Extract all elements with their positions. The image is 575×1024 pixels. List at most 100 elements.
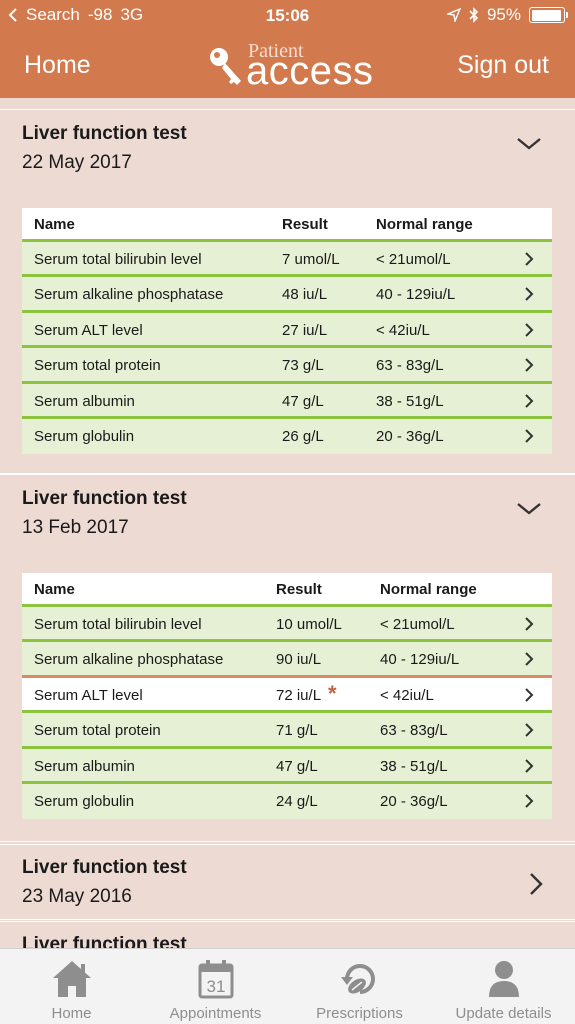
tab-update-details[interactable]: Update details	[432, 949, 575, 1024]
chevron-right-icon	[525, 652, 534, 667]
row-range: 40 - 129iu/L	[380, 651, 460, 669]
row-result: 48 iu/L	[282, 286, 328, 304]
row-name: Serum total protein	[34, 722, 161, 740]
status-carrier[interactable]: Search	[26, 5, 80, 24]
row-name: Serum globulin	[34, 427, 135, 445]
row-name: Serum globulin	[34, 792, 135, 810]
table-row[interactable]: Serum total bilirubin level 10 umol/L < …	[22, 607, 552, 643]
tab-appointments[interactable]: 31 Appointments	[144, 949, 287, 1024]
row-result: 7 umol/L	[282, 251, 340, 268]
chevron-right-icon	[525, 723, 534, 737]
section-date: 22 May 2017	[22, 152, 132, 173]
table-header: Name Result Normal range	[22, 573, 552, 607]
results-table: Name Result Normal range Serum total bil…	[22, 208, 552, 455]
result-section: Liver function test 22 May 2017 Name Res…	[0, 109, 575, 474]
table-row[interactable]: Serum total protein 73 g/L 63 - 83g/L	[22, 348, 552, 384]
table-row[interactable]: Serum total bilirubin level 7 umol/L < 2…	[22, 242, 552, 278]
chevron-down-icon[interactable]	[516, 137, 542, 151]
sign-out-button[interactable]: Sign out	[457, 51, 549, 79]
row-range: < 42iu/L	[376, 321, 430, 339]
result-section-collapsed[interactable]: Liver function test	[0, 921, 575, 948]
chevron-right-icon	[525, 393, 534, 408]
row-name: Serum ALT level	[34, 321, 143, 339]
patient-access-logo: Patient access	[208, 38, 378, 94]
col-range: Normal range	[380, 581, 477, 598]
row-name: Serum alkaline phosphatase	[34, 286, 224, 304]
tab-label: Appointments	[169, 1005, 262, 1022]
prescription-refresh-icon	[340, 964, 375, 994]
chevron-right-icon	[525, 758, 534, 773]
table-row[interactable]: Serum total protein 71 g/L 63 - 83g/L	[22, 713, 552, 749]
nav-bar: Home Patient access Sign out	[0, 32, 575, 98]
chevron-right-icon	[525, 252, 534, 266]
row-result: 90 iu/L	[276, 651, 322, 669]
row-name: Serum ALT level	[34, 686, 143, 704]
status-network: 3G	[120, 5, 144, 24]
row-range: < 42iu/L	[380, 686, 434, 704]
row-result: 26 g/L	[282, 427, 324, 445]
key-icon	[210, 48, 241, 85]
table-row[interactable]: Serum globulin 24 g/L 20 - 36g/L	[22, 783, 552, 820]
section-title: Liver function test	[22, 488, 187, 509]
results-list[interactable]: Liver function test 22 May 2017 Name Res…	[0, 98, 575, 948]
table-row[interactable]: Serum ALT level 27 iu/L < 42iu/L	[22, 312, 552, 349]
row-range: 20 - 36g/L	[376, 427, 444, 445]
chevron-down-icon[interactable]	[516, 502, 542, 516]
abnormal-flag: *	[328, 680, 337, 706]
row-range: 63 - 83g/L	[380, 722, 448, 740]
chevron-right-icon	[525, 688, 534, 702]
row-range: 38 - 51g/L	[380, 757, 448, 775]
table-row[interactable]: Serum albumin 47 g/L 38 - 51g/L	[22, 383, 552, 419]
col-result: Result	[276, 581, 322, 598]
calendar-icon: 31	[198, 960, 233, 999]
table-row[interactable]: Serum alkaline phosphatase 90 iu/L 40 - …	[22, 642, 552, 678]
chevron-right-icon	[525, 323, 534, 337]
status-left: Search -98 3G	[8, 5, 143, 25]
row-name: Serum albumin	[34, 757, 135, 775]
row-range: < 21umol/L	[376, 251, 451, 268]
table-row[interactable]: Serum globulin 26 g/L 20 - 36g/L	[22, 418, 552, 455]
table-row[interactable]: Serum albumin 47 g/L 38 - 51g/L	[22, 748, 552, 784]
tab-prescriptions[interactable]: Prescriptions	[288, 949, 431, 1024]
bluetooth-icon	[469, 7, 479, 23]
table-header: Name Result Normal range	[22, 208, 552, 242]
row-result: 24 g/L	[276, 792, 318, 810]
section-title: Liver function test	[22, 934, 187, 948]
col-result: Result	[282, 216, 328, 233]
result-section-collapsed[interactable]: Liver function test 23 May 2016	[0, 844, 575, 920]
tab-bar: Home 31 Appointments Prescriptions Updat…	[0, 948, 575, 1024]
section-date: 13 Feb 2017	[22, 517, 129, 538]
section-title: Liver function test	[22, 123, 187, 144]
status-bar: Search -98 3G 15:06 95%	[0, 0, 575, 32]
row-name: Serum alkaline phosphatase	[34, 651, 224, 669]
svg-text:31: 31	[206, 977, 225, 996]
table-row-abnormal[interactable]: Serum ALT level 72 iu/L * < 42iu/L	[22, 677, 552, 714]
status-signal: -98	[87, 5, 113, 24]
row-result: 47 g/L	[282, 392, 324, 410]
col-range: Normal range	[376, 216, 473, 233]
location-icon	[446, 8, 461, 22]
col-name: Name	[34, 216, 75, 233]
row-result: 73 g/L	[282, 357, 324, 375]
row-name: Serum total bilirubin level	[34, 616, 202, 633]
row-range: 20 - 36g/L	[380, 792, 448, 810]
chevron-right-icon[interactable]	[529, 872, 543, 896]
row-name: Serum albumin	[34, 392, 135, 410]
brand-patient: Patient	[248, 40, 304, 62]
tab-label: Prescriptions	[316, 1005, 403, 1022]
row-result: 10 umol/L	[276, 616, 342, 633]
status-time: 15:06	[265, 6, 310, 25]
home-button[interactable]: Home	[24, 51, 91, 79]
table-row[interactable]: Serum alkaline phosphatase 48 iu/L 40 - …	[22, 277, 552, 313]
row-result: 71 g/L	[276, 722, 318, 740]
status-right: 95%	[446, 5, 568, 25]
results-table: Name Result Normal range Serum total bil…	[22, 573, 552, 820]
row-result: 72 iu/L	[276, 686, 322, 704]
back-arrow-icon[interactable]	[8, 7, 18, 23]
section-title: Liver function test	[22, 857, 187, 878]
tab-label: Update details	[455, 1005, 552, 1022]
tab-home[interactable]: Home	[0, 949, 143, 1024]
chevron-right-icon	[525, 429, 534, 443]
person-icon	[488, 961, 519, 997]
row-name: Serum total protein	[34, 357, 161, 375]
